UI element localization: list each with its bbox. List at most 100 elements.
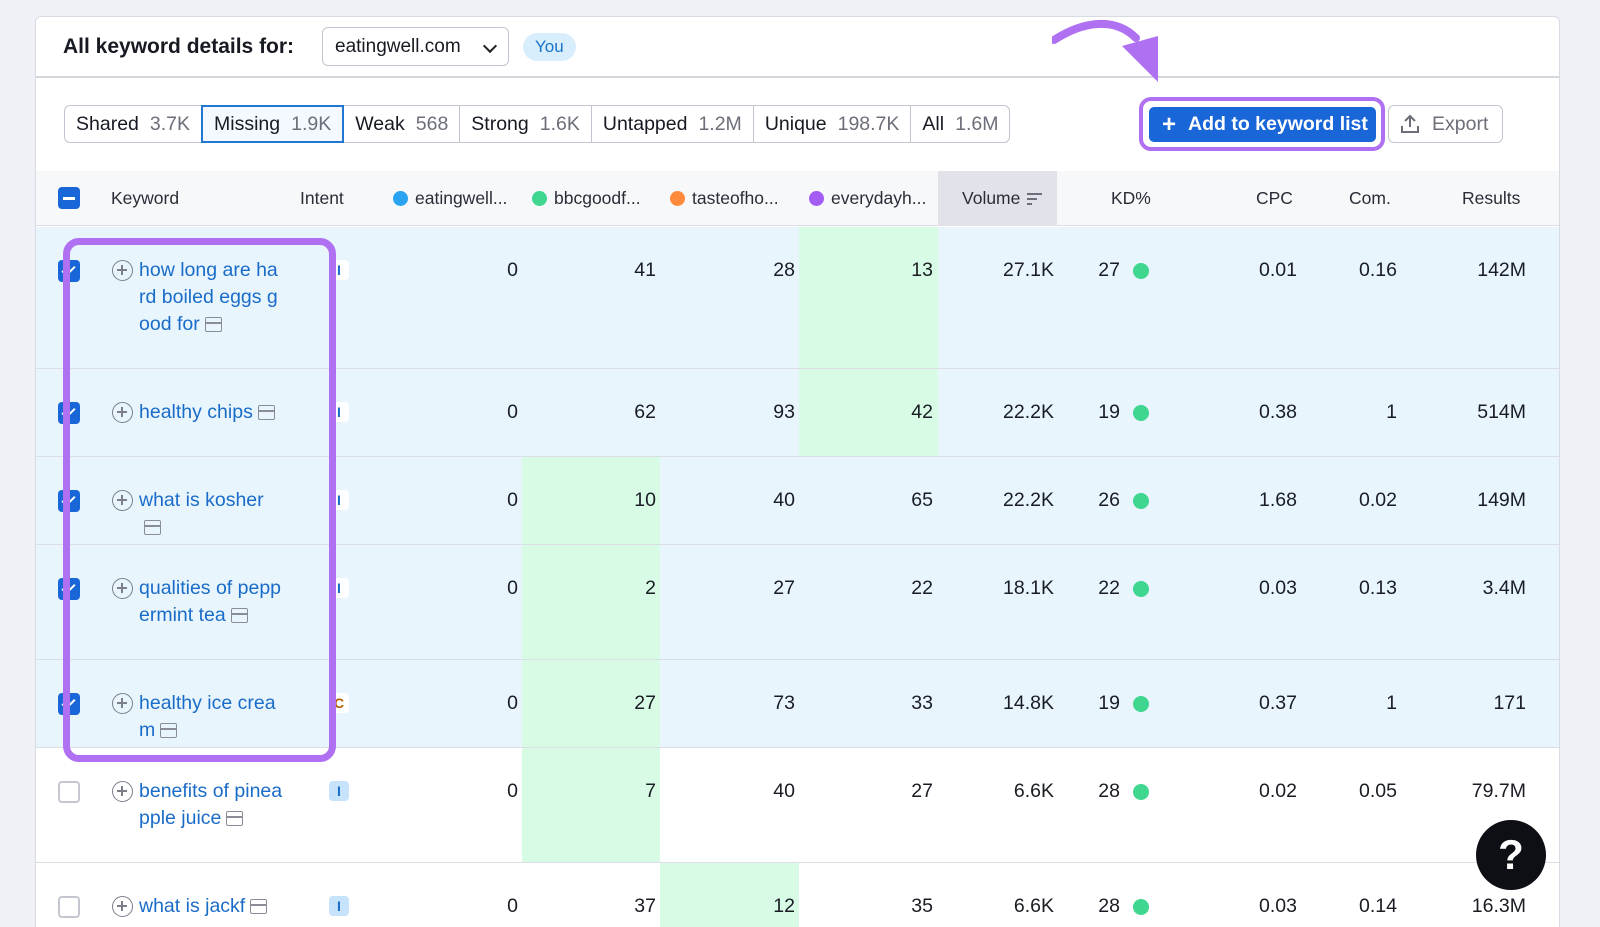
table-row[interactable]: healthy chips I 0 62 93 42 22.2K 0.38 1 514M 19	[36, 369, 1559, 457]
tab-missing[interactable]: Missing 1.9K	[201, 105, 345, 143]
col-cpc[interactable]: CPC	[1256, 188, 1293, 208]
col-competitor-2[interactable]: bbcgoodf...	[532, 171, 641, 226]
best-position-highlight	[522, 545, 660, 659]
col-com[interactable]: Com.	[1349, 188, 1391, 208]
col-competitor-1[interactable]: eatingwell...	[393, 171, 507, 226]
row-checkbox[interactable]	[58, 260, 80, 282]
serp-icon[interactable]	[204, 317, 222, 332]
add-keyword-icon[interactable]	[112, 896, 133, 917]
intent-badge: I	[329, 402, 349, 422]
cell-c4: 65	[911, 489, 933, 511]
cell-c4: 22	[911, 577, 933, 599]
keyword-link[interactable]: what is jackf	[139, 895, 246, 917]
tab-label: Strong	[471, 112, 529, 135]
competitor-name: tasteofho...	[692, 188, 779, 208]
competitor-name: bbcgoodf...	[554, 188, 641, 208]
intent-badge: I	[329, 578, 349, 598]
add-keyword-icon[interactable]	[112, 578, 133, 599]
row-checkbox[interactable]	[58, 781, 80, 803]
competitor-dot	[809, 191, 824, 206]
col-intent[interactable]: Intent	[300, 188, 344, 208]
keyword-link[interactable]: what is kosher	[139, 489, 264, 511]
cell-c2: 41	[634, 259, 656, 281]
cell-c1: 0	[507, 692, 518, 714]
export-button[interactable]: Export	[1388, 105, 1503, 143]
serp-icon[interactable]	[226, 811, 244, 826]
row-checkbox[interactable]	[58, 490, 80, 512]
serp-icon[interactable]	[230, 608, 248, 623]
table-row[interactable]: qualities of peppermint tea I 0 2 27 22 18.1K 0…	[36, 545, 1559, 660]
keyword-cell[interactable]: benefits of pineapple juice	[112, 778, 284, 832]
cell-kd: 19	[1098, 401, 1120, 423]
table-row[interactable]: what is jackf I 0 37 12 35 6.6K 0.03 0.14 16.3M 28	[36, 863, 1559, 927]
cell-c1: 0	[507, 780, 518, 802]
row-checkbox[interactable]	[58, 402, 80, 424]
tab-strong[interactable]: Strong 1.6K	[460, 106, 592, 142]
table-row[interactable]: how long are hard boiled eggs good for I 0…	[36, 227, 1559, 369]
cell-volume: 27.1K	[1003, 259, 1054, 281]
cell-c4: 35	[911, 895, 933, 917]
intent-badge: I	[329, 490, 349, 510]
table-row[interactable]: healthy ice cream C 0 27 73 33 14.8K 0.37 1 171 19	[36, 660, 1559, 748]
col-competitor-4[interactable]: everydayh...	[809, 171, 926, 226]
keyword-cell[interactable]: how long are hard boiled eggs good for	[112, 257, 284, 338]
keyword-gap-panel: All keyword details for: eatingwell.com …	[35, 16, 1560, 927]
keyword-cell[interactable]: healthy chips	[112, 399, 284, 426]
cell-c2: 62	[634, 401, 656, 423]
cell-c4: 42	[911, 401, 933, 423]
serp-icon[interactable]	[144, 520, 161, 535]
table-row[interactable]: what is kosher I 0 10 40 65 22.2K 1.68 0.02 149M 2…	[36, 457, 1559, 545]
cell-c4: 13	[911, 259, 933, 281]
cell-volume: 22.2K	[1003, 401, 1054, 423]
add-keyword-icon[interactable]	[112, 693, 133, 714]
tab-label: All	[922, 112, 945, 135]
col-results[interactable]: Results	[1462, 188, 1521, 208]
add-to-keyword-list-button[interactable]: + Add to keyword list	[1149, 107, 1376, 142]
row-checkbox[interactable]	[58, 578, 80, 600]
cell-com: 0.16	[1359, 259, 1397, 281]
add-button-highlight: + Add to keyword list	[1139, 97, 1385, 151]
intent-badge: I	[329, 781, 349, 801]
cell-com: 0.05	[1359, 780, 1397, 802]
tab-weak[interactable]: Weak 568	[344, 106, 461, 142]
col-keyword[interactable]: Keyword	[111, 188, 180, 208]
help-button[interactable]: ?	[1476, 820, 1546, 890]
keyword-cell[interactable]: what is kosher	[112, 487, 284, 541]
keyword-link[interactable]: healthy chips	[139, 401, 253, 423]
domain-select-value: eatingwell.com	[335, 36, 461, 57]
tab-all[interactable]: All 1.6M	[911, 106, 1009, 142]
keyword-link[interactable]: benefits of pineapple juice	[139, 780, 283, 829]
add-keyword-icon[interactable]	[112, 260, 133, 281]
serp-icon[interactable]	[250, 899, 268, 914]
keyword-cell[interactable]: healthy ice cream	[112, 690, 284, 744]
keyword-link[interactable]: qualities of peppermint tea	[139, 577, 282, 626]
best-position-highlight	[799, 369, 938, 456]
plus-icon: +	[1162, 110, 1177, 138]
domain-select[interactable]: eatingwell.com	[322, 27, 509, 66]
select-all-checkbox[interactable]	[58, 187, 80, 209]
keyword-cell[interactable]: qualities of peppermint tea	[112, 575, 284, 629]
col-volume[interactable]: Volume	[938, 171, 1057, 226]
kd-status-dot	[1133, 493, 1149, 509]
add-keyword-icon[interactable]	[112, 490, 133, 511]
row-checkbox[interactable]	[58, 896, 80, 918]
serp-icon[interactable]	[160, 723, 178, 738]
tab-shared[interactable]: Shared 3.7K	[65, 106, 203, 142]
add-keyword-icon[interactable]	[112, 781, 133, 802]
table-row[interactable]: benefits of pineapple juice I 0 7 40 27 6.6K 0.…	[36, 748, 1559, 863]
keyword-cell[interactable]: what is jackf	[112, 893, 284, 920]
col-competitor-3[interactable]: tasteofho...	[670, 171, 779, 226]
export-label: Export	[1432, 112, 1489, 135]
cell-kd: 28	[1098, 895, 1120, 917]
cell-results: 142M	[1477, 259, 1526, 281]
serp-icon[interactable]	[257, 405, 275, 420]
keyword-link[interactable]: healthy ice cream	[139, 692, 276, 741]
tab-label: Weak	[355, 112, 405, 135]
row-checkbox[interactable]	[58, 693, 80, 715]
tab-untapped[interactable]: Untapped 1.2M	[592, 106, 754, 142]
col-kd[interactable]: KD%	[1111, 188, 1151, 208]
keyword-link[interactable]: how long are hard boiled eggs good for	[139, 259, 278, 335]
add-keyword-icon[interactable]	[112, 402, 133, 423]
tab-unique[interactable]: Unique 198.7K	[754, 106, 912, 142]
cell-c3: 40	[773, 780, 795, 802]
